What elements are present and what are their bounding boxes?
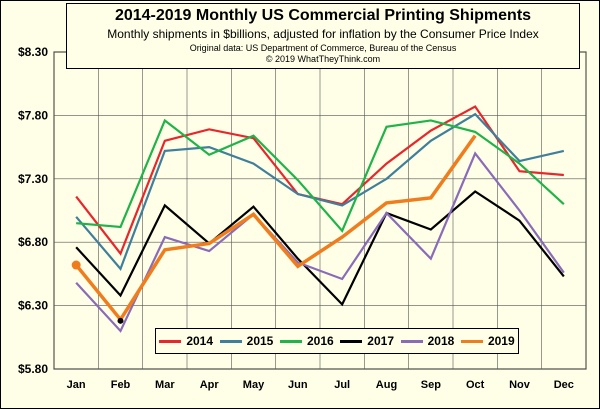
- x-tick-label: Dec: [554, 379, 574, 391]
- series-point-marker: [117, 317, 124, 324]
- legend-swatch: [400, 339, 423, 343]
- series-lines: [71, 105, 565, 333]
- legend-swatch: [340, 339, 363, 343]
- x-axis-tick-labels: Jan Feb Mar Apr May Jun Jul Aug Sep Oct Nov Dec: [67, 379, 574, 391]
- legend-item-2014: 2014: [159, 334, 213, 348]
- x-tick-label: Aug: [376, 379, 397, 391]
- x-tick-label: Jan: [67, 379, 86, 391]
- legend-label: 2014: [186, 334, 214, 348]
- legend-label: 2016: [306, 334, 334, 348]
- x-tick-label: May: [243, 379, 265, 391]
- x-tick-label: Mar: [155, 379, 175, 391]
- y-axis-tick-labels: $5.80 $6.30 $6.80 $7.30 $7.80 $8.30: [18, 45, 48, 376]
- legend-label: 2015: [246, 334, 274, 348]
- y-tick-label: $8.30: [18, 45, 48, 59]
- title-box: 2014-2019 Monthly US Commercial Printing…: [66, 3, 580, 69]
- chart-title: 2014-2019 Monthly US Commercial Printing…: [114, 7, 532, 24]
- legend-swatch: [279, 339, 302, 343]
- legend-item-2017: 2017: [340, 334, 394, 348]
- legend-item-2018: 2018: [400, 334, 455, 348]
- y-tick-label: $5.80: [18, 362, 48, 376]
- chart-source: Original data: US Department of Commerce…: [189, 43, 457, 53]
- legend-item-2016: 2016: [279, 334, 334, 348]
- series-point-2019-start: [71, 260, 81, 270]
- chart-subtitle: Monthly shipments in $billions, adjusted…: [107, 27, 539, 41]
- series-line-2015: [75, 112, 565, 271]
- x-tick-label: Oct: [466, 379, 485, 391]
- series-line-2017: [75, 190, 565, 307]
- y-tick-label: $6.30: [18, 299, 48, 313]
- legend: 2014 2015 2016 2017 2018 2019: [155, 328, 519, 354]
- x-tick-label: Feb: [111, 379, 131, 391]
- legend-label: 2017: [367, 334, 394, 348]
- series-line-2016: [76, 118, 565, 233]
- legend-item-2015: 2015: [219, 334, 274, 348]
- x-tick-label: Apr: [200, 379, 220, 391]
- x-tick-label: Jul: [334, 379, 350, 391]
- y-tick-label: $7.30: [18, 172, 48, 186]
- x-tick-label: Nov: [509, 379, 531, 391]
- series-line-2019: [74, 134, 477, 323]
- legend-swatch: [159, 339, 182, 343]
- y-tick-label: $7.80: [18, 108, 48, 122]
- legend-label: 2018: [427, 334, 455, 348]
- legend-label: 2019: [487, 334, 515, 348]
- chart-copyright: © 2019 WhatTheyThink.com: [265, 54, 381, 64]
- y-tick-label: $6.80: [18, 235, 48, 249]
- legend-item-2019: 2019: [460, 334, 515, 348]
- x-tick-label: Jun: [288, 379, 308, 391]
- legend-swatch: [460, 339, 483, 343]
- legend-swatch: [219, 339, 242, 343]
- x-tick-label: Sep: [421, 379, 441, 391]
- series-line-2018: [75, 151, 565, 333]
